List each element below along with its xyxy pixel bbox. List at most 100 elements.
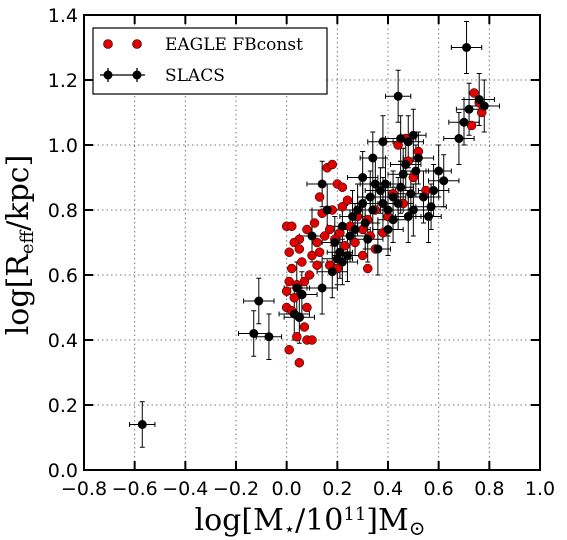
eagle-point [312,260,322,270]
y-tick-label: 0.2 [48,395,78,417]
slacs-point [411,166,421,176]
eagle-point [302,302,312,313]
slacs-point [418,192,428,202]
x-axis-label: log[M⋆/1011]M⊙ [195,503,426,540]
slacs-point [393,91,403,101]
x-tick-label: 0.0 [272,478,302,500]
slacs-point [363,234,373,244]
grid [84,15,540,470]
y-tick-label: 1.4 [48,5,78,27]
x-tick-labels: −0.8 −0.6 −0.4 −0.2 0.0 0.2 0.4 0.6 0.8 1.0 [61,478,555,500]
eagle-point [324,224,335,235]
slacs-point [413,153,423,163]
slacs-point [403,212,413,221]
slacs-point [342,251,352,260]
slacs-point [398,169,408,179]
eagle-point [284,345,294,355]
eagle-point [327,159,338,170]
eagle-point [309,218,320,228]
slacs-point [462,43,472,52]
eagle-point [337,202,348,212]
slacs-point [370,179,380,189]
slacs-point [294,312,304,322]
y-tick-label: 0.0 [48,460,78,482]
x-tick-label: 0.8 [474,478,504,500]
slacs-point [254,296,264,306]
eagle-point [340,241,350,251]
slacs-point [335,247,345,257]
slacs-point [330,238,340,247]
eagle-point [350,237,360,248]
slacs-point [459,117,469,127]
slacs-point [137,420,147,429]
legend-slacs-marker [103,70,113,80]
slacs-point [479,101,489,111]
slacs-point [408,130,418,140]
x-tick-label: 0.2 [322,478,352,500]
eagle-point [292,332,302,342]
eagle-point [314,247,325,257]
slacs-point [353,205,363,215]
y-tick-labels: 0.0 0.2 0.4 0.6 0.8 1.0 1.2 1.4 [48,5,78,482]
slacs-point [396,182,406,192]
slacs-point [358,173,368,182]
y-tick-label: 1.0 [48,135,78,157]
eagle-point [294,358,305,368]
slacs-point [249,329,259,338]
slacs-point [474,95,484,104]
slacs-point [464,104,474,114]
slacs-point [383,225,393,234]
eagle-point [294,244,305,254]
y-tick-label: 1.2 [48,70,78,92]
slacs-point [368,205,378,215]
eagle-point [284,247,294,257]
x-tick-label: −0.6 [112,478,158,500]
legend-eagle-marker [103,39,113,49]
slacs-point [322,205,332,215]
x-tick-label: −0.2 [213,478,259,500]
eagle-point [362,263,373,274]
slacs-point [360,218,370,228]
slacs-point [368,153,378,163]
slacs-point [327,267,337,277]
legend-eagle-marker [132,39,142,49]
legend-box [92,27,328,95]
eagle-point [314,192,325,202]
eagle-point [342,195,353,205]
slacs-point [388,215,398,225]
slacs-point [383,205,393,215]
y-tick-label: 0.6 [48,265,78,287]
slacs-point [378,199,388,208]
eagle-point [297,257,307,267]
slacs-point [348,212,358,221]
x-tick-label: 1.0 [525,478,555,500]
eagle-point [357,250,368,261]
eagle-point [299,322,310,332]
legend-slacs-label: SLACS [165,66,225,86]
eagle-point [281,286,292,296]
y-tick-label: 0.8 [48,200,78,222]
slacs-point [439,176,449,186]
slacs-point [401,160,411,169]
y-tick-label: 0.4 [48,330,78,352]
slacs-point [365,192,375,202]
slacs-point [393,199,403,208]
slacs-point [403,137,413,147]
slacs-point [292,283,302,293]
eagle-point [286,263,297,274]
slacs-point [317,179,327,189]
slacs-point [373,244,383,254]
ticks [83,14,541,471]
slacs-point [375,186,385,195]
slacs-point [424,212,434,221]
slacs-point [337,257,347,267]
slacs-points [137,43,489,429]
slacs-point [426,202,436,212]
eagle-point [299,276,310,287]
y-axis-label: log[Reff/kpc] [1,155,38,336]
plot-frame [83,14,541,471]
x-tick-label: −0.8 [61,478,107,500]
slacs-point [406,189,416,199]
slacs-point [350,225,360,234]
